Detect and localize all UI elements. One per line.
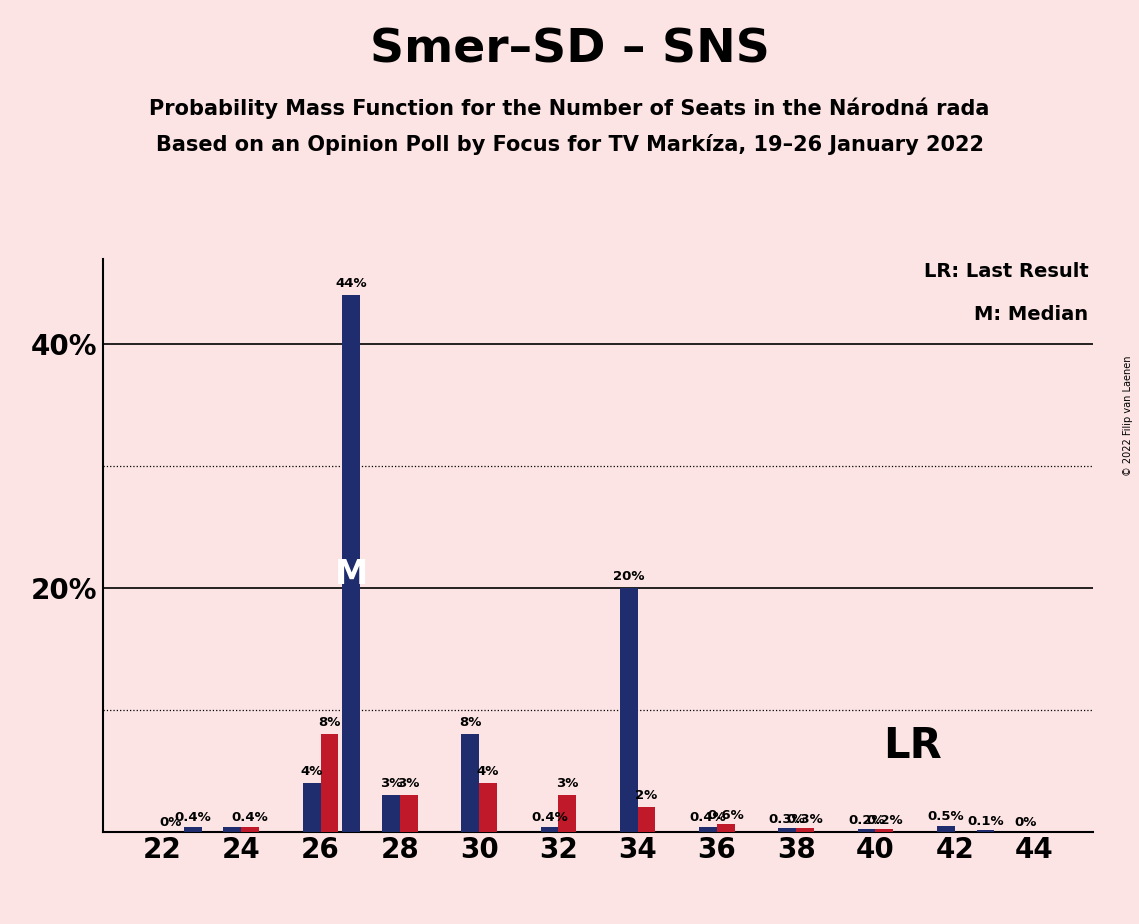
Text: 0.2%: 0.2% xyxy=(866,814,903,827)
Text: 0.3%: 0.3% xyxy=(769,812,805,825)
Bar xyxy=(382,795,400,832)
Bar xyxy=(541,827,558,832)
Text: 3%: 3% xyxy=(379,777,402,790)
Text: 0.4%: 0.4% xyxy=(531,811,568,824)
Bar xyxy=(716,824,735,832)
Text: © 2022 Filip van Laenen: © 2022 Filip van Laenen xyxy=(1123,356,1133,476)
Bar xyxy=(558,795,576,832)
Text: 8%: 8% xyxy=(459,716,482,729)
Bar xyxy=(480,783,497,832)
Text: Probability Mass Function for the Number of Seats in the Národná rada: Probability Mass Function for the Number… xyxy=(149,97,990,118)
Bar xyxy=(241,827,259,832)
Bar xyxy=(778,828,796,832)
Text: M: Median: M: Median xyxy=(974,305,1089,323)
Text: 0.4%: 0.4% xyxy=(174,811,211,824)
Bar xyxy=(183,827,202,832)
Text: 8%: 8% xyxy=(318,716,341,729)
Text: Based on an Opinion Poll by Focus for TV Markíza, 19–26 January 2022: Based on an Opinion Poll by Focus for TV… xyxy=(156,134,983,155)
Text: M: M xyxy=(335,558,368,590)
Bar xyxy=(876,829,893,832)
Text: LR: LR xyxy=(884,725,942,767)
Text: 0.2%: 0.2% xyxy=(849,814,885,827)
Text: 0.3%: 0.3% xyxy=(787,812,823,825)
Bar xyxy=(320,734,338,832)
Text: 0.4%: 0.4% xyxy=(231,811,269,824)
Bar xyxy=(699,827,716,832)
Bar xyxy=(638,808,655,832)
Bar xyxy=(858,829,876,832)
Text: 4%: 4% xyxy=(477,765,499,778)
Text: 0.6%: 0.6% xyxy=(707,808,744,821)
Text: 3%: 3% xyxy=(398,777,420,790)
Text: 0.4%: 0.4% xyxy=(689,811,727,824)
Bar xyxy=(620,588,638,832)
Text: 3%: 3% xyxy=(556,777,579,790)
Text: LR: Last Result: LR: Last Result xyxy=(924,261,1089,281)
Text: Smer–SD – SNS: Smer–SD – SNS xyxy=(369,28,770,73)
Text: 2%: 2% xyxy=(636,789,657,802)
Text: 20%: 20% xyxy=(613,570,645,583)
Bar xyxy=(303,783,320,832)
Text: 44%: 44% xyxy=(335,277,367,290)
Bar xyxy=(796,828,814,832)
Bar xyxy=(976,831,994,832)
Bar xyxy=(461,734,480,832)
Text: 0%: 0% xyxy=(159,816,182,829)
Bar xyxy=(343,296,360,832)
Text: 0.5%: 0.5% xyxy=(927,810,964,823)
Bar xyxy=(223,827,241,832)
Text: 0%: 0% xyxy=(1014,816,1036,829)
Bar xyxy=(937,825,954,832)
Bar xyxy=(400,795,418,832)
Text: 0.1%: 0.1% xyxy=(967,815,1003,828)
Text: 4%: 4% xyxy=(301,765,322,778)
